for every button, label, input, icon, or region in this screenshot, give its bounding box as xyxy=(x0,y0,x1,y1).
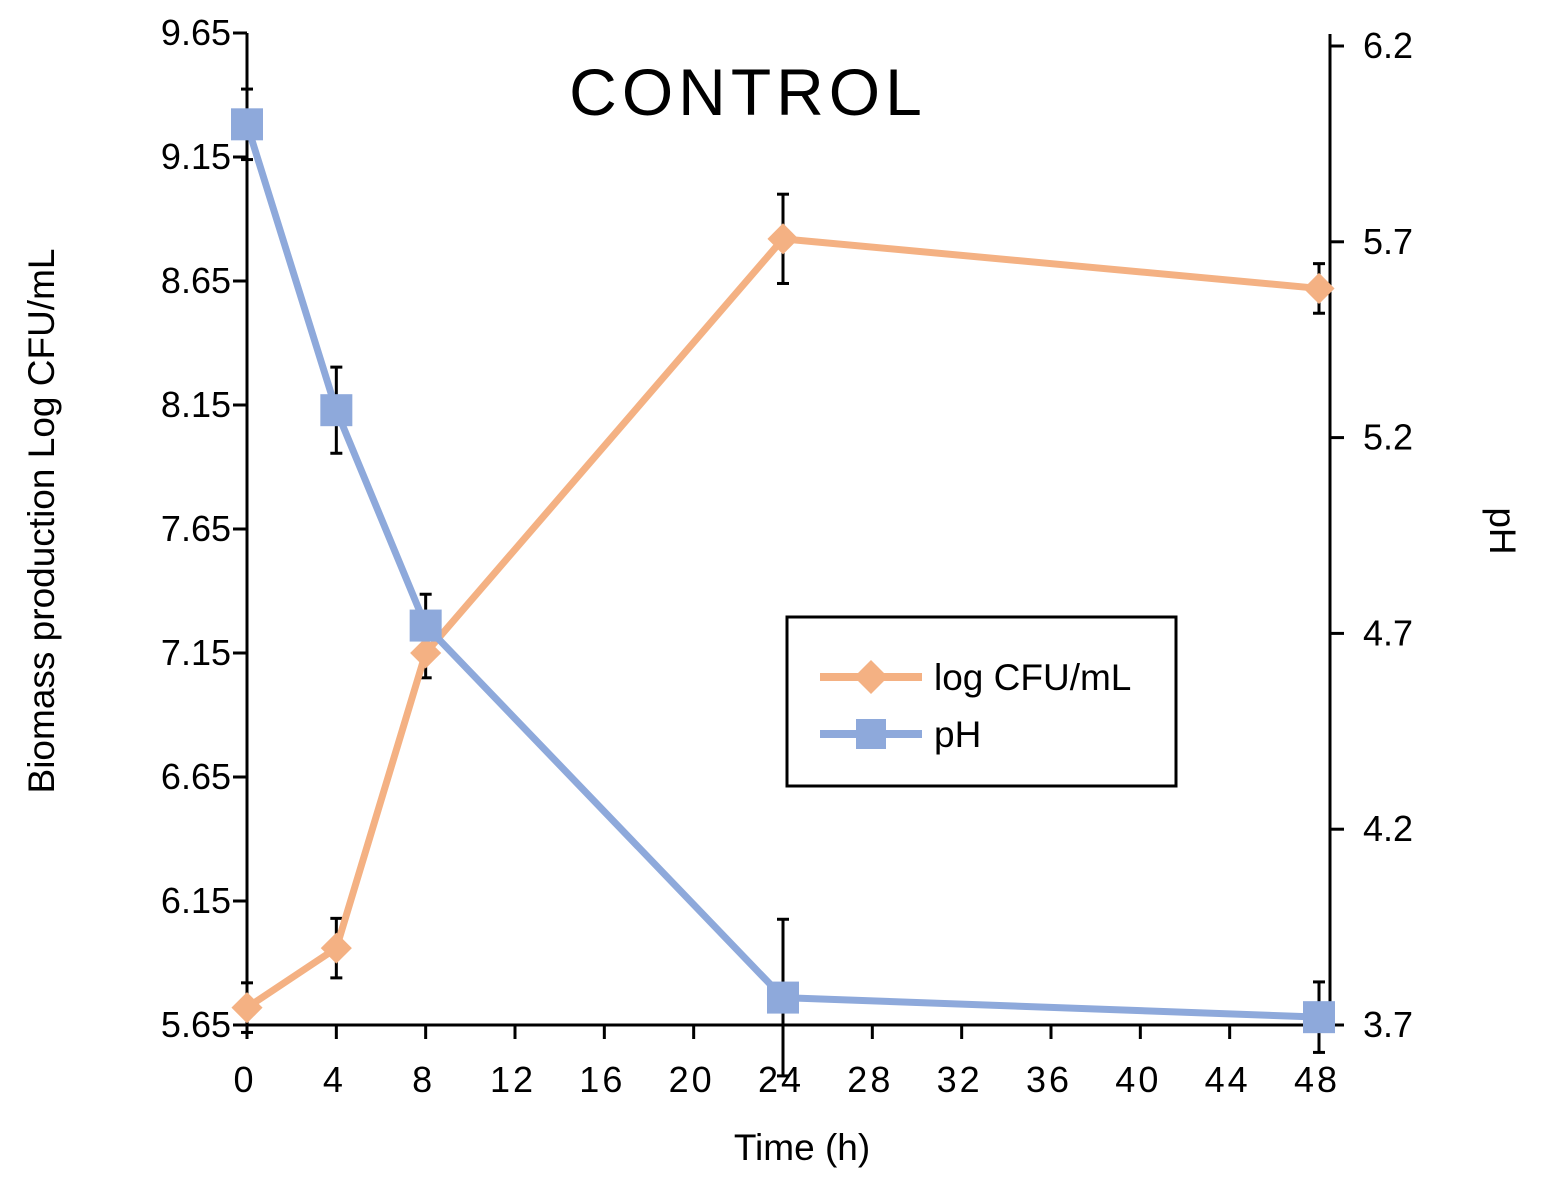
x-tick-label: 0 xyxy=(233,1059,256,1100)
y2-tick-label: 5.7 xyxy=(1363,221,1413,262)
y-tick-label: 9.65 xyxy=(161,12,231,53)
x-tick-label: 20 xyxy=(669,1059,715,1100)
x-tick-label: 44 xyxy=(1205,1059,1251,1100)
x-tick-label: 16 xyxy=(579,1059,625,1100)
y2-axis-title: pH xyxy=(1482,507,1523,554)
x-tick-label: 48 xyxy=(1294,1059,1340,1100)
legend-label-ph: pH xyxy=(934,714,981,755)
y-tick-label: 7.65 xyxy=(161,508,231,549)
chart-title: CONTROL xyxy=(569,55,927,129)
y-tick-label: 6.15 xyxy=(161,880,231,921)
y-tick-label: 8.15 xyxy=(161,384,231,425)
marker-diamond-log-cfu xyxy=(1303,272,1335,304)
x-tick-label: 28 xyxy=(847,1059,893,1100)
y-tick-label: 5.65 xyxy=(161,1004,231,1045)
y2-tick-label: 5.2 xyxy=(1363,417,1413,458)
y-axis-title: Biomass production Log CFU/mL xyxy=(21,249,62,794)
marker-square-ph xyxy=(767,981,799,1014)
marker-diamond-log-cfu xyxy=(320,932,352,964)
y2-tick-label: 4.2 xyxy=(1363,808,1413,849)
y-tick-label: 7.15 xyxy=(161,632,231,673)
series-markers xyxy=(231,108,1335,1034)
y-tick-label: 6.65 xyxy=(161,756,231,797)
legend-marker-diamond xyxy=(854,660,888,694)
y2-tick-label: 6.2 xyxy=(1363,25,1413,66)
x-tick-label: 4 xyxy=(323,1059,346,1100)
legend-marker-square xyxy=(856,719,886,749)
marker-square-ph xyxy=(320,394,353,427)
ticks: 5.65 6.15 6.65 7.15 7.65 8.15 8.65 9.15 9.65 3.7 4… xyxy=(161,12,1413,1100)
marker-square-ph xyxy=(409,609,442,642)
y-tick-label: 8.65 xyxy=(161,260,231,301)
y2-tick-label: 3.7 xyxy=(1363,1004,1413,1045)
x-tick-label: 12 xyxy=(490,1059,536,1100)
marker-square-ph xyxy=(231,108,263,141)
x-tick-label: 32 xyxy=(937,1059,983,1100)
marker-square-ph xyxy=(1303,1001,1335,1034)
legend-box xyxy=(785,615,1178,788)
marker-diamond-log-cfu xyxy=(410,637,442,669)
x-tick-label: 8 xyxy=(412,1059,435,1100)
legend-label-log-cfu: log CFU/mL xyxy=(934,657,1131,698)
series-layer xyxy=(231,87,1335,1078)
axes xyxy=(245,33,1332,1027)
x-tick-label: 24 xyxy=(758,1059,804,1100)
x-tick-label: 40 xyxy=(1115,1059,1161,1100)
x-axis-title: Time (h) xyxy=(734,1127,870,1168)
y-tick-label: 9.15 xyxy=(161,136,231,177)
y2-tick-label: 4.7 xyxy=(1363,612,1413,653)
x-tick-label: 36 xyxy=(1026,1059,1072,1100)
legend: log CFU/mL pH xyxy=(785,615,1178,788)
